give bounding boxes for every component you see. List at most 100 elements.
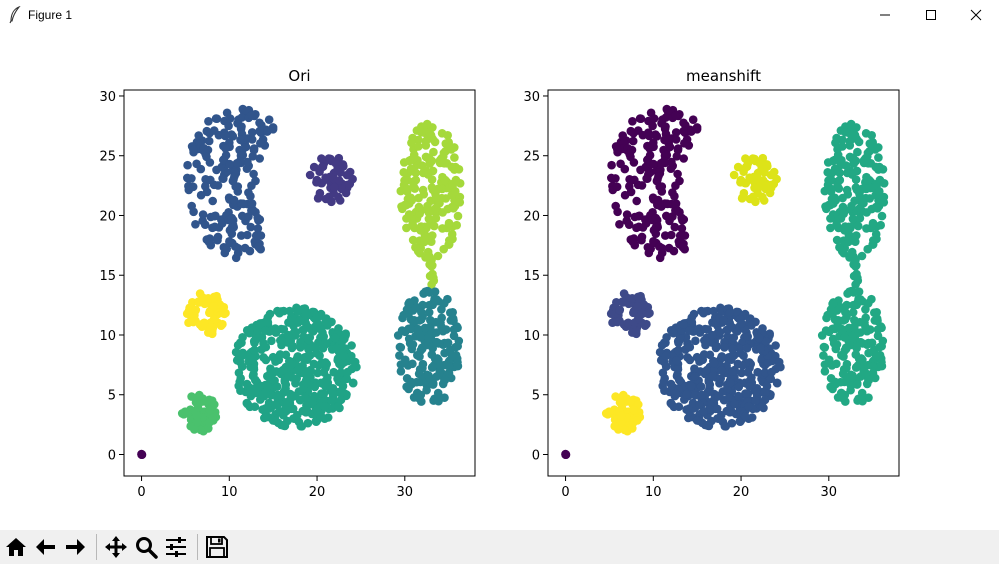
cluster-8	[177, 390, 221, 436]
zoom-button[interactable]	[132, 532, 160, 562]
data-point	[673, 169, 682, 179]
data-point	[607, 173, 616, 183]
move-icon	[105, 536, 127, 558]
data-point	[855, 213, 865, 223]
data-point	[444, 218, 454, 228]
data-point	[416, 226, 425, 235]
data-point	[611, 201, 620, 211]
data-point	[879, 198, 889, 207]
data-point	[402, 223, 411, 233]
data-point	[334, 402, 343, 411]
data-point	[417, 343, 427, 353]
data-point	[674, 345, 683, 355]
data-point	[268, 125, 278, 134]
data-point	[845, 137, 855, 146]
data-point	[690, 371, 700, 381]
data-point	[420, 234, 429, 244]
data-point	[692, 352, 702, 362]
data-point	[232, 158, 242, 168]
data-point	[401, 355, 410, 365]
data-point	[615, 305, 625, 315]
data-point	[734, 391, 743, 401]
data-point	[337, 337, 347, 346]
back-button[interactable]	[32, 532, 60, 562]
y-tick-label: 10	[523, 329, 540, 344]
pan-button[interactable]	[102, 532, 130, 562]
data-point	[771, 341, 780, 350]
data-point	[275, 308, 284, 318]
data-point	[687, 382, 696, 391]
data-point	[875, 187, 884, 196]
data-point	[835, 168, 844, 178]
data-point	[206, 175, 215, 185]
save-button[interactable]	[203, 532, 231, 562]
data-point	[245, 246, 255, 256]
data-point	[840, 226, 849, 235]
data-point	[633, 292, 643, 302]
data-point	[561, 450, 570, 460]
data-point	[249, 169, 258, 179]
data-point	[304, 350, 314, 360]
minimize-button[interactable]	[862, 0, 908, 30]
data-point	[255, 154, 264, 163]
data-point	[829, 193, 839, 203]
data-point	[626, 152, 635, 162]
data-point	[685, 342, 695, 352]
home-button[interactable]	[2, 532, 30, 562]
data-point	[440, 159, 449, 168]
data-point	[826, 223, 835, 233]
data-point	[772, 174, 781, 184]
data-point	[685, 127, 695, 136]
data-point	[339, 358, 349, 367]
data-point	[428, 362, 437, 372]
data-point	[751, 387, 761, 397]
y-tick-label: 0	[532, 448, 540, 463]
data-point	[669, 328, 678, 338]
configure-subplots-button[interactable]	[162, 532, 190, 562]
data-point	[251, 376, 260, 385]
data-point	[261, 355, 271, 365]
toolbar-separator	[197, 534, 198, 560]
data-point	[209, 416, 218, 425]
navigation-toolbar	[0, 530, 999, 564]
arrow-right-icon	[66, 539, 85, 555]
figure-canvas[interactable]: 0 10 20 30 0 5 10 15 20 25 30 Ori 0 10 20 30 0 5 10 15 20 25 3…	[0, 30, 999, 530]
data-point	[305, 170, 315, 180]
data-point	[212, 235, 221, 244]
cluster-0	[137, 449, 147, 460]
data-point	[611, 392, 620, 401]
close-button[interactable]	[953, 0, 999, 30]
data-point	[745, 382, 754, 391]
data-point	[453, 323, 462, 333]
data-point	[438, 299, 448, 308]
data-point	[306, 399, 315, 409]
data-point	[314, 193, 324, 202]
data-point	[720, 343, 729, 352]
data-point	[191, 220, 200, 229]
data-point	[190, 425, 199, 434]
data-point	[863, 148, 873, 158]
data-point	[334, 176, 344, 185]
data-point	[242, 164, 252, 173]
data-point	[636, 235, 645, 244]
data-point	[342, 374, 352, 384]
x-tick-label: 0	[137, 485, 145, 500]
data-point	[350, 357, 360, 367]
data-point	[429, 147, 438, 157]
data-point	[277, 340, 286, 350]
x-tick-label: 20	[733, 485, 750, 500]
data-point	[281, 350, 291, 360]
forward-button[interactable]	[61, 532, 89, 562]
data-point	[679, 118, 688, 128]
data-point	[312, 178, 321, 187]
data-point	[440, 375, 450, 385]
data-point	[877, 323, 886, 333]
y-tick-label: 20	[523, 209, 540, 224]
data-point	[189, 145, 198, 155]
data-point	[268, 352, 278, 362]
data-point	[849, 159, 858, 168]
data-point	[288, 342, 298, 351]
data-point	[300, 393, 310, 403]
data-point	[659, 377, 668, 387]
maximize-button[interactable]	[908, 0, 954, 30]
